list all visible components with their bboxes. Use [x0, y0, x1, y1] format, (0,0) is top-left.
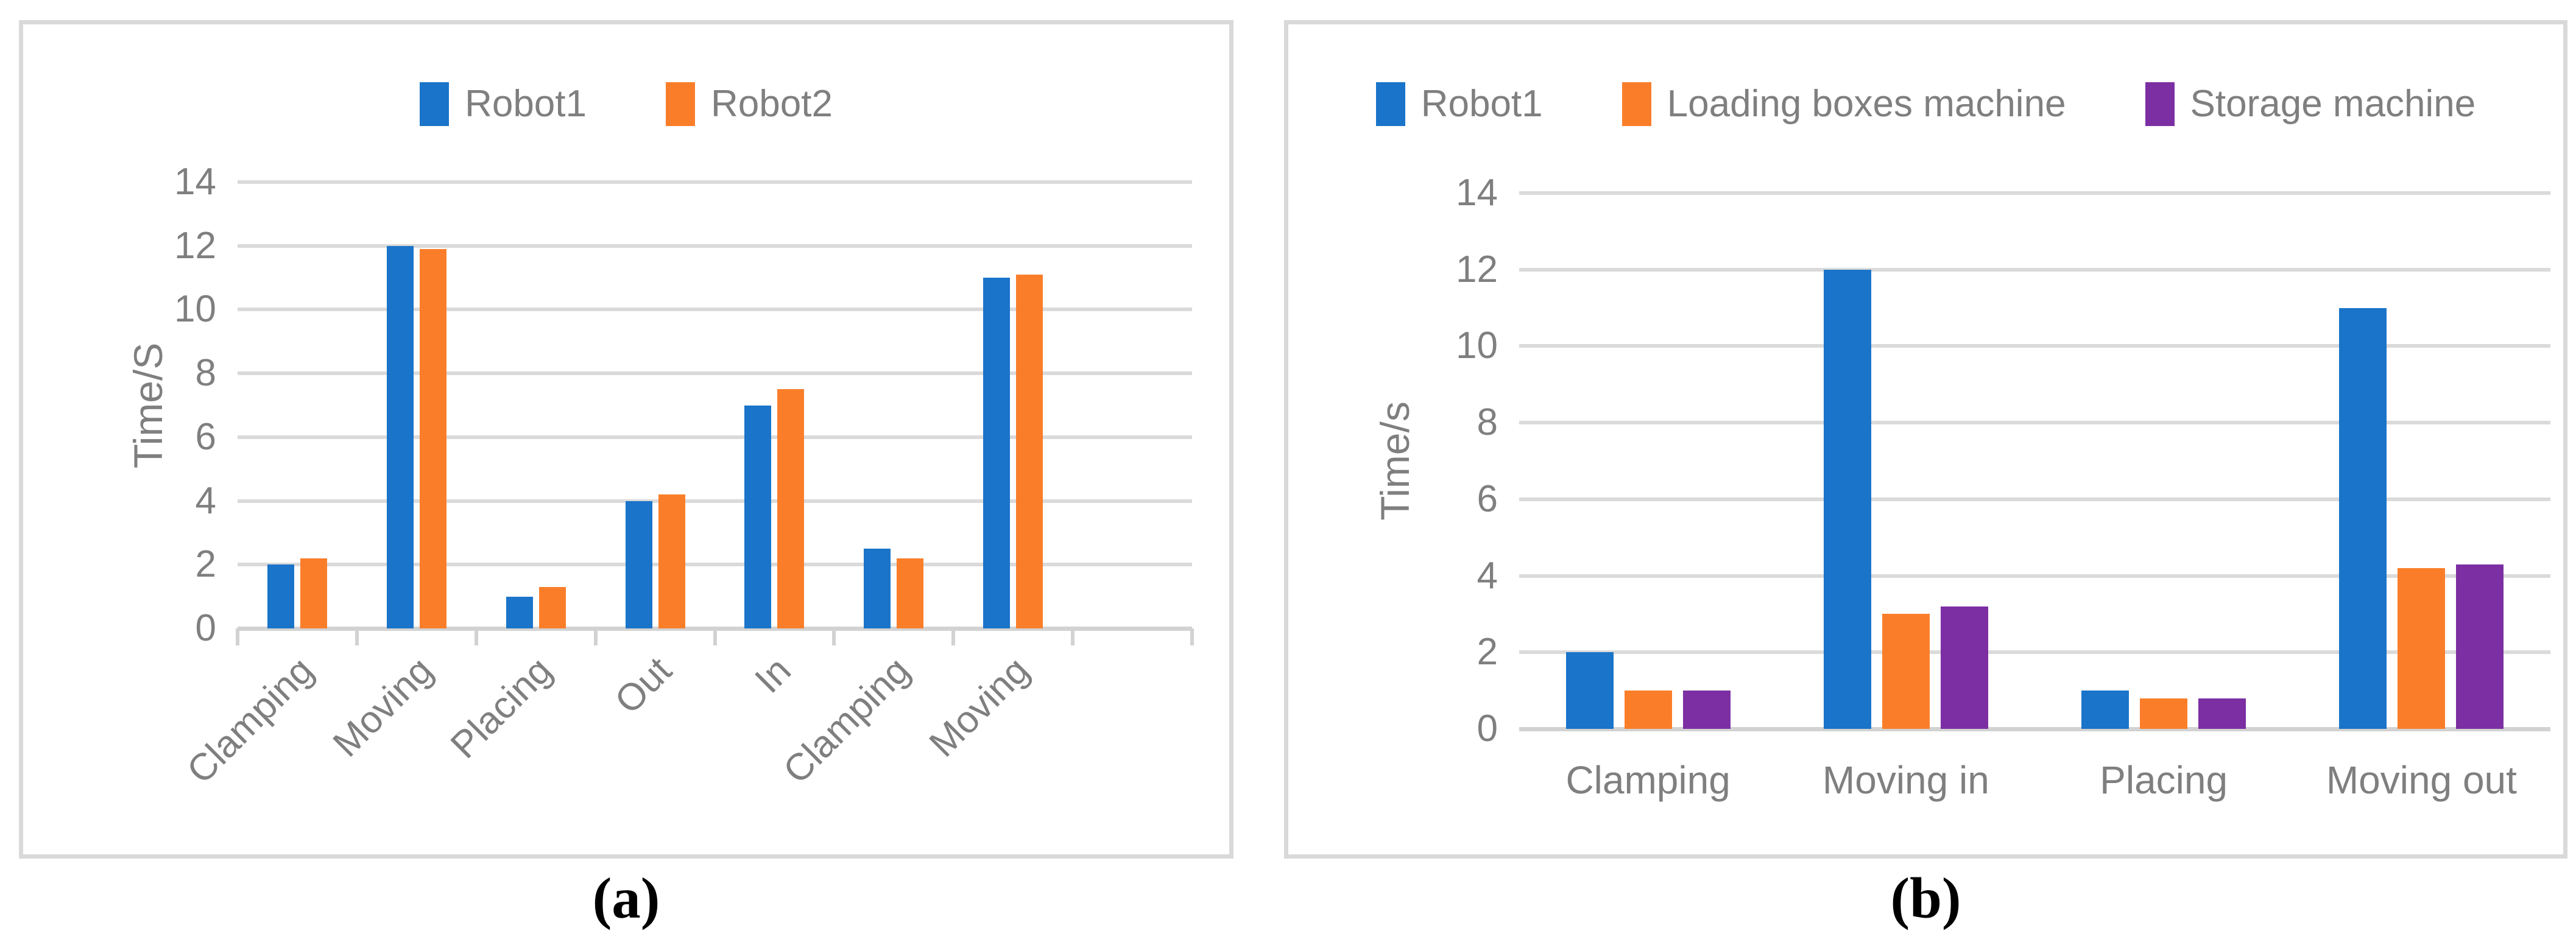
bar-storage-machine-clamping	[1682, 691, 1731, 729]
bar-robot2-moving	[1016, 274, 1043, 628]
y-tick-label-10: 10	[1456, 325, 1498, 367]
y-tick-label-12: 12	[1456, 248, 1498, 290]
y-tick-label-2: 2	[1477, 631, 1498, 673]
bar-robot1-moving-in	[1823, 269, 1871, 729]
bar-robot1-moving-out	[2339, 308, 2387, 729]
y-tick-label-8: 8	[195, 352, 216, 395]
bar-robot1-out	[625, 501, 652, 628]
x-axis-line	[1519, 727, 2550, 731]
bar-storage-machine-placing	[2198, 698, 2246, 729]
legend-swatch-icon	[2145, 82, 2175, 126]
gridline-y6	[238, 435, 1192, 439]
legend-item-loading-boxes-machine: Loading boxes machine	[1621, 82, 2066, 126]
x-axis-tick-mark	[593, 628, 598, 645]
x-axis-tick-mark	[355, 628, 359, 645]
bar-storage-machine-moving-out	[2456, 564, 2504, 729]
bar-loading-boxes-machine-placing	[2140, 698, 2188, 729]
x-axis-label-moving: Moving	[325, 649, 441, 765]
bar-robot2-in	[777, 389, 805, 628]
gridline-y8	[1519, 421, 2550, 425]
subfigure-a-caption: (a)	[592, 866, 660, 930]
x-axis-label-clamping: Clamping	[1565, 758, 1731, 802]
legend-item-robot2: Robot2	[666, 82, 833, 126]
x-axis-tick-mark	[474, 628, 478, 645]
gridline-y10	[238, 308, 1192, 312]
legend-swatch-icon	[1375, 82, 1405, 126]
gridline-y6	[1519, 497, 2550, 501]
bar-loading-boxes-machine-moving-in	[1882, 614, 1930, 729]
x-axis-label-in: In	[747, 649, 799, 701]
x-axis-tick-mark	[236, 628, 239, 645]
y-tick-label-6: 6	[1477, 477, 1498, 520]
y-tick-label-10: 10	[174, 288, 216, 331]
gridline-y10	[1519, 344, 2550, 348]
subfigure-b-caption: (b)	[1890, 866, 1961, 930]
x-axis-label-moving-in: Moving in	[1822, 758, 1989, 802]
y-tick-label-2: 2	[195, 543, 216, 586]
x-axis-label-clamping: Clamping	[178, 649, 322, 792]
x-axis-tick-mark	[951, 628, 956, 645]
x-axis-tick-mark	[1190, 628, 1194, 645]
legend-label: Robot2	[711, 83, 833, 125]
gridline-y12	[238, 244, 1192, 248]
bar-robot2-out	[658, 494, 685, 628]
x-axis-label-moving: Moving	[922, 649, 1038, 765]
y-tick-label-0: 0	[195, 607, 216, 649]
gridline-y4	[1519, 574, 2550, 578]
legend-item-robot1: Robot1	[420, 82, 587, 126]
x-axis-label-clamping: Clamping	[775, 649, 919, 792]
legend-label: Storage machine	[2190, 83, 2476, 125]
y-tick-label-4: 4	[195, 479, 216, 522]
x-axis-tick-mark	[713, 628, 717, 645]
bar-storage-machine-moving-in	[1940, 606, 1988, 729]
bar-robot1-moving	[983, 278, 1011, 628]
x-axis-label-placing: Placing	[2100, 758, 2228, 802]
x-axis-tick-mark	[832, 628, 836, 645]
gridline-y14	[1519, 191, 2550, 195]
gridline-y14	[238, 180, 1192, 184]
bar-robot1-in	[744, 405, 772, 628]
gridline-y2	[1519, 650, 2550, 655]
legend-label: Loading boxes machine	[1667, 83, 2066, 125]
y-tick-label-0: 0	[1477, 708, 1498, 750]
bar-robot1-moving	[386, 245, 414, 628]
chart-b-panel: Robot1 Loading boxes machine Storage machi…	[1284, 20, 2567, 859]
y-tick-label-8: 8	[1477, 401, 1498, 444]
legend-swatch-icon	[666, 82, 695, 126]
legend-label: Robot1	[1420, 83, 1543, 125]
bar-robot1-placing	[2081, 691, 2130, 729]
bar-robot2-moving	[419, 248, 446, 628]
chart-b-legend: Robot1 Loading boxes machine Storage machi…	[1288, 82, 2563, 126]
bar-robot2-clamping	[300, 558, 327, 628]
gridline-y12	[1519, 267, 2550, 272]
bar-robot1-placing	[506, 596, 533, 628]
legend-swatch-icon	[1621, 82, 1651, 126]
legend-item-robot1: Robot1	[1375, 82, 1543, 126]
x-axis-label-out: Out	[607, 649, 680, 722]
chart-a-panel: Robot1 Robot2 Time/S 0 2 4 6 8 10 12 14 Clamping M…	[19, 20, 1233, 859]
y-tick-label-14: 14	[1456, 172, 1498, 214]
chart-a-legend: Robot1 Robot2	[23, 82, 1229, 126]
x-axis-label-moving-out: Moving out	[2326, 758, 2517, 802]
bar-robot2-clamping	[897, 558, 924, 628]
x-axis-tick-mark	[1071, 628, 1075, 645]
gridline-y8	[238, 371, 1192, 376]
bar-robot1-clamping	[267, 564, 294, 628]
legend-item-storage-machine: Storage machine	[2145, 82, 2476, 126]
bar-robot1-clamping	[864, 549, 891, 628]
legend-label: Robot1	[465, 83, 587, 125]
y-tick-label-14: 14	[174, 161, 216, 203]
legend-swatch-icon	[420, 82, 450, 126]
bar-robot2-placing	[538, 586, 566, 628]
x-axis-label-placing: Placing	[443, 649, 560, 767]
bar-robot1-clamping	[1565, 652, 1614, 729]
y-tick-label-12: 12	[174, 224, 216, 267]
bar-loading-boxes-machine-moving-out	[2398, 568, 2446, 729]
bar-loading-boxes-machine-clamping	[1624, 691, 1672, 729]
y-tick-label-6: 6	[195, 415, 216, 458]
y-tick-label-4: 4	[1477, 554, 1498, 597]
gridline-y4	[238, 499, 1192, 503]
gridline-y2	[238, 563, 1192, 567]
